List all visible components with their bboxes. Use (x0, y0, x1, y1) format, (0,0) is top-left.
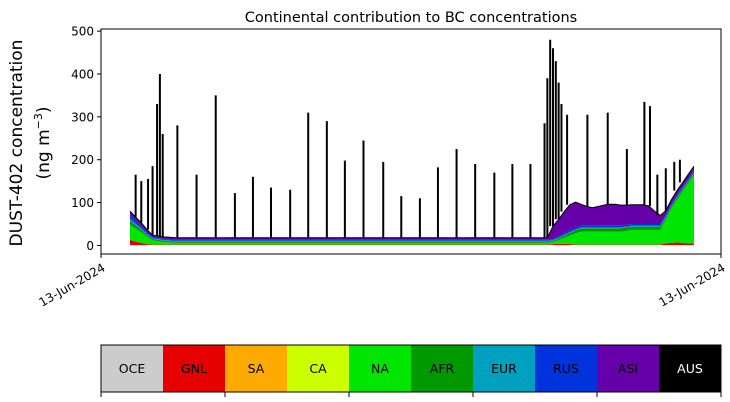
legend-label: EUR (491, 361, 517, 376)
y-axis-label-units: (ng m−3) (32, 106, 54, 179)
legend-swatch (597, 345, 659, 392)
legend-swatch (473, 345, 535, 392)
legend-swatch (163, 345, 225, 392)
y-tick-label: 0 (86, 239, 94, 253)
legend-item-afr: AFR (411, 345, 473, 392)
legend-item-sa: SA (225, 345, 287, 392)
y-tick-label: 500 (71, 25, 94, 39)
total-line (129, 165, 695, 239)
legend-label: RUS (553, 361, 579, 376)
legend-swatch (349, 345, 411, 392)
legend-label: NA (371, 361, 389, 376)
legend-label: AUS (677, 361, 703, 376)
x-tick-label: 13-Jun-2024 (657, 260, 728, 309)
legend-label: CA (309, 361, 327, 376)
legend-label: ASI (618, 361, 638, 376)
legend-item-rus: RUS (535, 345, 597, 392)
plot-frame (100, 28, 722, 255)
y-tick-label: 200 (71, 153, 94, 167)
x-tick-label: 13-Jun-2024 (37, 260, 108, 309)
legend-label: AFR (430, 361, 455, 376)
legend-frame (100, 344, 722, 393)
legend-swatch (659, 345, 721, 392)
legend-label: GNL (181, 361, 207, 376)
legend-item-asi: ASI (597, 345, 659, 392)
legend-swatch (411, 345, 473, 392)
chart-title: Continental contribution to BC concentra… (245, 10, 577, 26)
legend-swatch (225, 345, 287, 392)
legend-label: SA (248, 361, 265, 376)
legend-item-ca: CA (287, 345, 349, 392)
legend-item-na: NA (349, 345, 411, 392)
y-axis: 0 100 200 300 400 500 (71, 25, 101, 253)
legend-swatch (287, 345, 349, 392)
plot-area (129, 39, 695, 246)
legend-swatch (101, 345, 163, 392)
legend-label: OCE (119, 361, 146, 376)
legend-item-gnl: GNL (163, 345, 225, 392)
legend-item-aus: AUS (659, 345, 721, 392)
y-tick-label: 300 (71, 110, 94, 124)
area-na (130, 175, 694, 245)
legend-item-oce: OCE (101, 345, 163, 392)
legend-item-eur: EUR (473, 345, 535, 392)
y-tick-label: 100 (71, 196, 94, 210)
legend: OCE GNL SA CA NA AFR EUR RUS ASI AUS (100, 344, 722, 397)
y-axis-label: DUST-402 concentration (7, 40, 27, 247)
y-tick-label: 400 (71, 68, 94, 82)
legend-swatch (535, 345, 597, 392)
x-axis: 13-Jun-2024 13-Jun-2024 (37, 254, 728, 310)
